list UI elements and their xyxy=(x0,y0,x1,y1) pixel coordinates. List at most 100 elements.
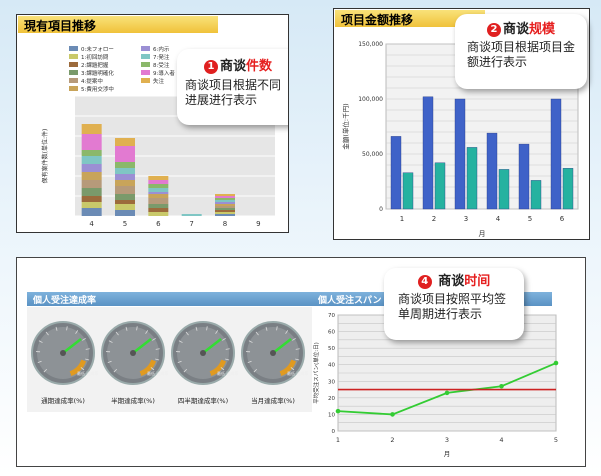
bar-segment xyxy=(81,172,102,180)
bar-segment xyxy=(215,212,235,214)
bar-segment xyxy=(148,176,169,180)
gauge-tick xyxy=(45,331,49,336)
bar-segment xyxy=(115,174,135,180)
bar-segment xyxy=(115,194,135,200)
x-tick-label: 6 xyxy=(156,220,161,228)
bar-segment xyxy=(215,198,235,200)
gauge-small-label: 最低 达成率 xyxy=(287,370,308,376)
bar-segment xyxy=(181,214,202,216)
bar xyxy=(454,98,466,210)
data-point xyxy=(335,408,341,414)
x-tick-label: 3 xyxy=(464,215,468,223)
bar-segment xyxy=(215,208,235,210)
gauge-needle xyxy=(202,338,222,354)
bar-segment xyxy=(148,192,169,194)
bar-segment xyxy=(115,200,135,204)
bar-segment xyxy=(215,194,235,196)
gauge-tick xyxy=(295,358,300,361)
callout-body: 商谈项目根据项目金额进行表示 xyxy=(467,40,576,69)
legend-label: 1:初回訪問 xyxy=(81,53,109,61)
callout-head: 商谈 xyxy=(219,59,246,74)
x-tick-label: 5 xyxy=(528,215,532,223)
legend-label: 7:発注 xyxy=(153,53,170,61)
gauge-hub xyxy=(60,350,66,356)
bar xyxy=(550,98,562,210)
gauge-tick xyxy=(155,358,160,361)
y-tick-label: 30 xyxy=(328,379,335,385)
bar xyxy=(390,136,402,210)
gauge-tick xyxy=(195,326,198,331)
bar xyxy=(498,169,510,210)
gauge-tick xyxy=(295,348,300,350)
callout-deal-time: 4 商谈时间 商谈项目按照平均签单周期进行表示 xyxy=(384,268,524,340)
y-tick-label: 0 xyxy=(379,206,383,213)
x-tick-label: 1 xyxy=(400,215,404,223)
gauge-tick xyxy=(225,358,230,361)
callout-deal-count: 1 商谈件数 商谈项目根据不同进展进行表示 xyxy=(177,49,288,125)
callout-head: 商谈 xyxy=(502,22,529,37)
y-tick-label: 100,000 xyxy=(358,96,383,103)
callout-head-red: 件数 xyxy=(246,59,273,74)
bar-segment xyxy=(148,194,169,198)
gauge-tick xyxy=(115,331,119,336)
bar-segment xyxy=(148,180,169,184)
gauge-tick xyxy=(253,368,258,373)
gauge-hub xyxy=(130,350,136,356)
legend-label: 2:課題把握 xyxy=(81,61,109,69)
bar-segment xyxy=(81,150,102,156)
x-tick-label: 1 xyxy=(336,436,340,444)
gauge-tick xyxy=(185,331,189,336)
bar-segment xyxy=(215,196,235,198)
gauge-tick xyxy=(177,360,182,364)
bar-segment xyxy=(81,202,102,208)
gauge-tick xyxy=(145,330,149,334)
bar-segment xyxy=(148,184,169,188)
gauge-tick xyxy=(220,367,225,371)
gauge-small-label: 最低 达成率 xyxy=(147,370,168,376)
x-tick-label: 5 xyxy=(123,220,127,228)
gauge-hub xyxy=(200,350,206,356)
callout-head-red: 规模 xyxy=(529,22,556,37)
bar-segment xyxy=(215,206,235,208)
x-tick-label: 2 xyxy=(390,436,394,444)
gauge-tick xyxy=(285,330,289,334)
gauge-orange-arc xyxy=(209,359,227,377)
y-tick-label: 0 xyxy=(332,429,336,435)
bar-segment xyxy=(215,214,235,216)
gauge-label: 当月達成率(%) xyxy=(251,396,295,405)
gauge-tick xyxy=(38,340,43,343)
legend-swatch xyxy=(69,62,78,67)
x-tick-label: 3 xyxy=(445,436,449,444)
y-tick-label: 50 xyxy=(328,346,335,352)
legend-swatch xyxy=(141,54,150,59)
gauge-needle xyxy=(62,338,82,354)
gauge-tick xyxy=(66,326,68,331)
gauge-tick xyxy=(75,330,79,334)
gauge-tick xyxy=(248,340,253,343)
gauge-tick xyxy=(43,368,48,373)
gauge-tick xyxy=(290,367,295,371)
legend-swatch xyxy=(69,78,78,83)
bar-segment xyxy=(115,168,135,174)
bar-segment xyxy=(115,186,135,194)
gauge-label: 半期達成率(%) xyxy=(111,396,155,405)
callout-heading: 1 商谈件数 xyxy=(185,59,288,74)
gauge-tick xyxy=(125,326,128,331)
gauge-tick xyxy=(108,340,113,343)
gauge-hub xyxy=(270,350,276,356)
gauge-tick xyxy=(265,326,268,331)
x-tick-label: 5 xyxy=(554,436,558,444)
legend-swatch xyxy=(69,86,78,91)
gauge-tick xyxy=(113,368,118,373)
gauge-tick xyxy=(37,360,42,364)
callout-heading: 4 商谈时间 xyxy=(392,274,516,289)
gauge-tick xyxy=(225,348,230,350)
legend-swatch xyxy=(69,46,78,51)
gauge-tick xyxy=(255,331,259,336)
y-axis-label: 金額(単位:千円) xyxy=(341,103,350,149)
bar-segment xyxy=(115,210,135,216)
legend-label: 4:提案中 xyxy=(81,77,103,85)
bar-segment xyxy=(148,212,169,216)
x-axis-label: 月 xyxy=(479,230,486,238)
y-axis-label: 保有案件数(単位:件) xyxy=(41,129,49,184)
